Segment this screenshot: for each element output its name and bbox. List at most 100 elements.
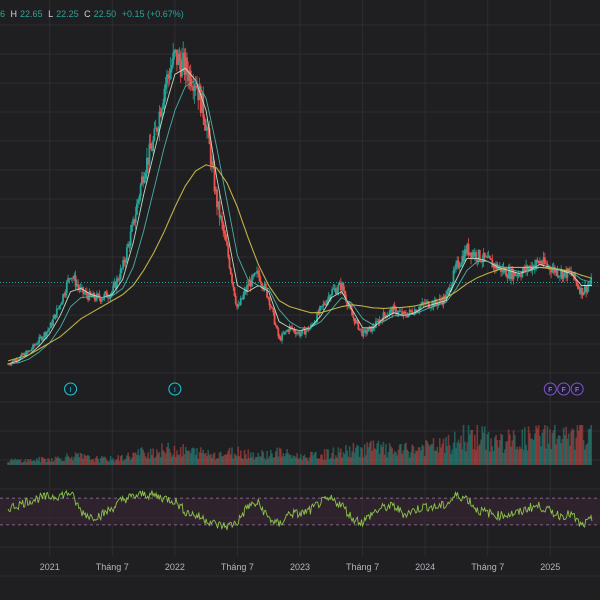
volume-bar xyxy=(273,457,276,465)
candle-body xyxy=(134,214,137,223)
volume-bar xyxy=(22,462,24,465)
candle-body xyxy=(22,353,24,356)
candle-body xyxy=(338,282,341,285)
candle-body xyxy=(172,53,175,65)
candle-body xyxy=(251,275,253,287)
candle-body xyxy=(334,288,337,294)
volume-bar xyxy=(391,448,393,465)
candle-body xyxy=(586,286,589,293)
candle-body xyxy=(585,285,588,293)
volume-bar xyxy=(153,458,156,465)
candle-body xyxy=(244,290,247,292)
volume-bar xyxy=(257,452,260,465)
volume-bar xyxy=(358,456,361,465)
volume-bar xyxy=(433,450,436,465)
candle-body xyxy=(272,307,275,313)
volume-bar xyxy=(388,443,391,465)
candle-body xyxy=(105,291,108,298)
candle-body xyxy=(248,281,251,287)
close-value: 22.50 xyxy=(93,9,117,19)
volume-bar xyxy=(204,453,207,465)
candle-body xyxy=(168,76,171,79)
candle-body xyxy=(498,266,501,268)
candle-body xyxy=(54,314,57,318)
volume-bar xyxy=(403,443,406,465)
candle-body xyxy=(49,322,52,329)
volume-bar xyxy=(233,453,236,465)
event-marker-label: F xyxy=(575,387,579,394)
candle-body xyxy=(393,305,396,308)
candle-body xyxy=(28,350,31,352)
candle-body xyxy=(74,275,77,287)
candle-body xyxy=(93,293,96,299)
candle-body xyxy=(221,216,223,224)
volume-bar xyxy=(271,453,273,465)
volume-bar xyxy=(325,459,327,465)
candle-body xyxy=(410,309,412,312)
volume-bar xyxy=(79,452,82,465)
volume-bar xyxy=(166,447,168,465)
volume-bar xyxy=(346,450,348,465)
volume-bar xyxy=(382,441,385,465)
volume-bar xyxy=(114,459,117,465)
volume-bar xyxy=(14,458,17,465)
candle-body xyxy=(158,111,161,130)
event-marker-financial xyxy=(570,382,584,396)
candle-body xyxy=(69,278,72,280)
volume-bar xyxy=(227,450,230,465)
volume-bar xyxy=(118,461,121,465)
volume-bar xyxy=(122,460,124,465)
candle-body xyxy=(278,336,281,338)
candle-body xyxy=(112,285,115,292)
candle-body xyxy=(388,310,391,315)
volume-bar xyxy=(222,455,225,465)
candle-body xyxy=(582,292,585,296)
candle-body xyxy=(354,320,357,324)
candle-body xyxy=(151,148,153,151)
candle-body xyxy=(513,271,516,276)
volume-bar xyxy=(446,446,449,465)
volume-bar xyxy=(337,447,340,465)
volume-bar xyxy=(142,449,144,465)
volume-bar xyxy=(27,459,29,465)
candle-body xyxy=(351,309,354,316)
candle-body xyxy=(462,255,465,262)
volume-bar xyxy=(291,458,293,465)
candle-body xyxy=(382,312,385,322)
volume-bar xyxy=(196,448,198,465)
candle-body xyxy=(376,321,379,322)
candle-body xyxy=(282,333,285,335)
volume-bar xyxy=(44,459,47,465)
price-pane[interactable] xyxy=(0,41,600,367)
candle-body xyxy=(107,297,110,299)
x-tick-label: 2025 xyxy=(540,562,560,572)
volume-bar xyxy=(436,446,439,465)
candle-body xyxy=(463,249,466,262)
candle-body xyxy=(483,252,486,258)
volume-bar xyxy=(61,460,63,465)
candle-body xyxy=(293,329,296,333)
candle-body xyxy=(298,331,301,336)
volume-bar xyxy=(19,459,22,465)
close-label: C xyxy=(84,9,91,19)
candle-body xyxy=(506,276,509,279)
candle-body xyxy=(435,299,437,304)
volume-bar xyxy=(468,434,471,465)
candle-body xyxy=(401,311,404,316)
candle-body xyxy=(289,326,292,328)
volume-bar xyxy=(251,457,253,465)
candle-body xyxy=(558,276,561,277)
candle-body xyxy=(322,303,325,306)
candle-body xyxy=(8,364,11,365)
candle-body xyxy=(577,286,580,289)
candle-body xyxy=(191,85,193,88)
candle-body xyxy=(229,268,232,275)
volume-bar xyxy=(362,457,365,465)
volume-bar xyxy=(363,444,366,465)
candle-body xyxy=(515,274,517,276)
candle-body xyxy=(279,337,282,341)
volume-bar xyxy=(413,453,416,465)
candle-body xyxy=(411,311,414,314)
volume-bar xyxy=(298,457,301,465)
